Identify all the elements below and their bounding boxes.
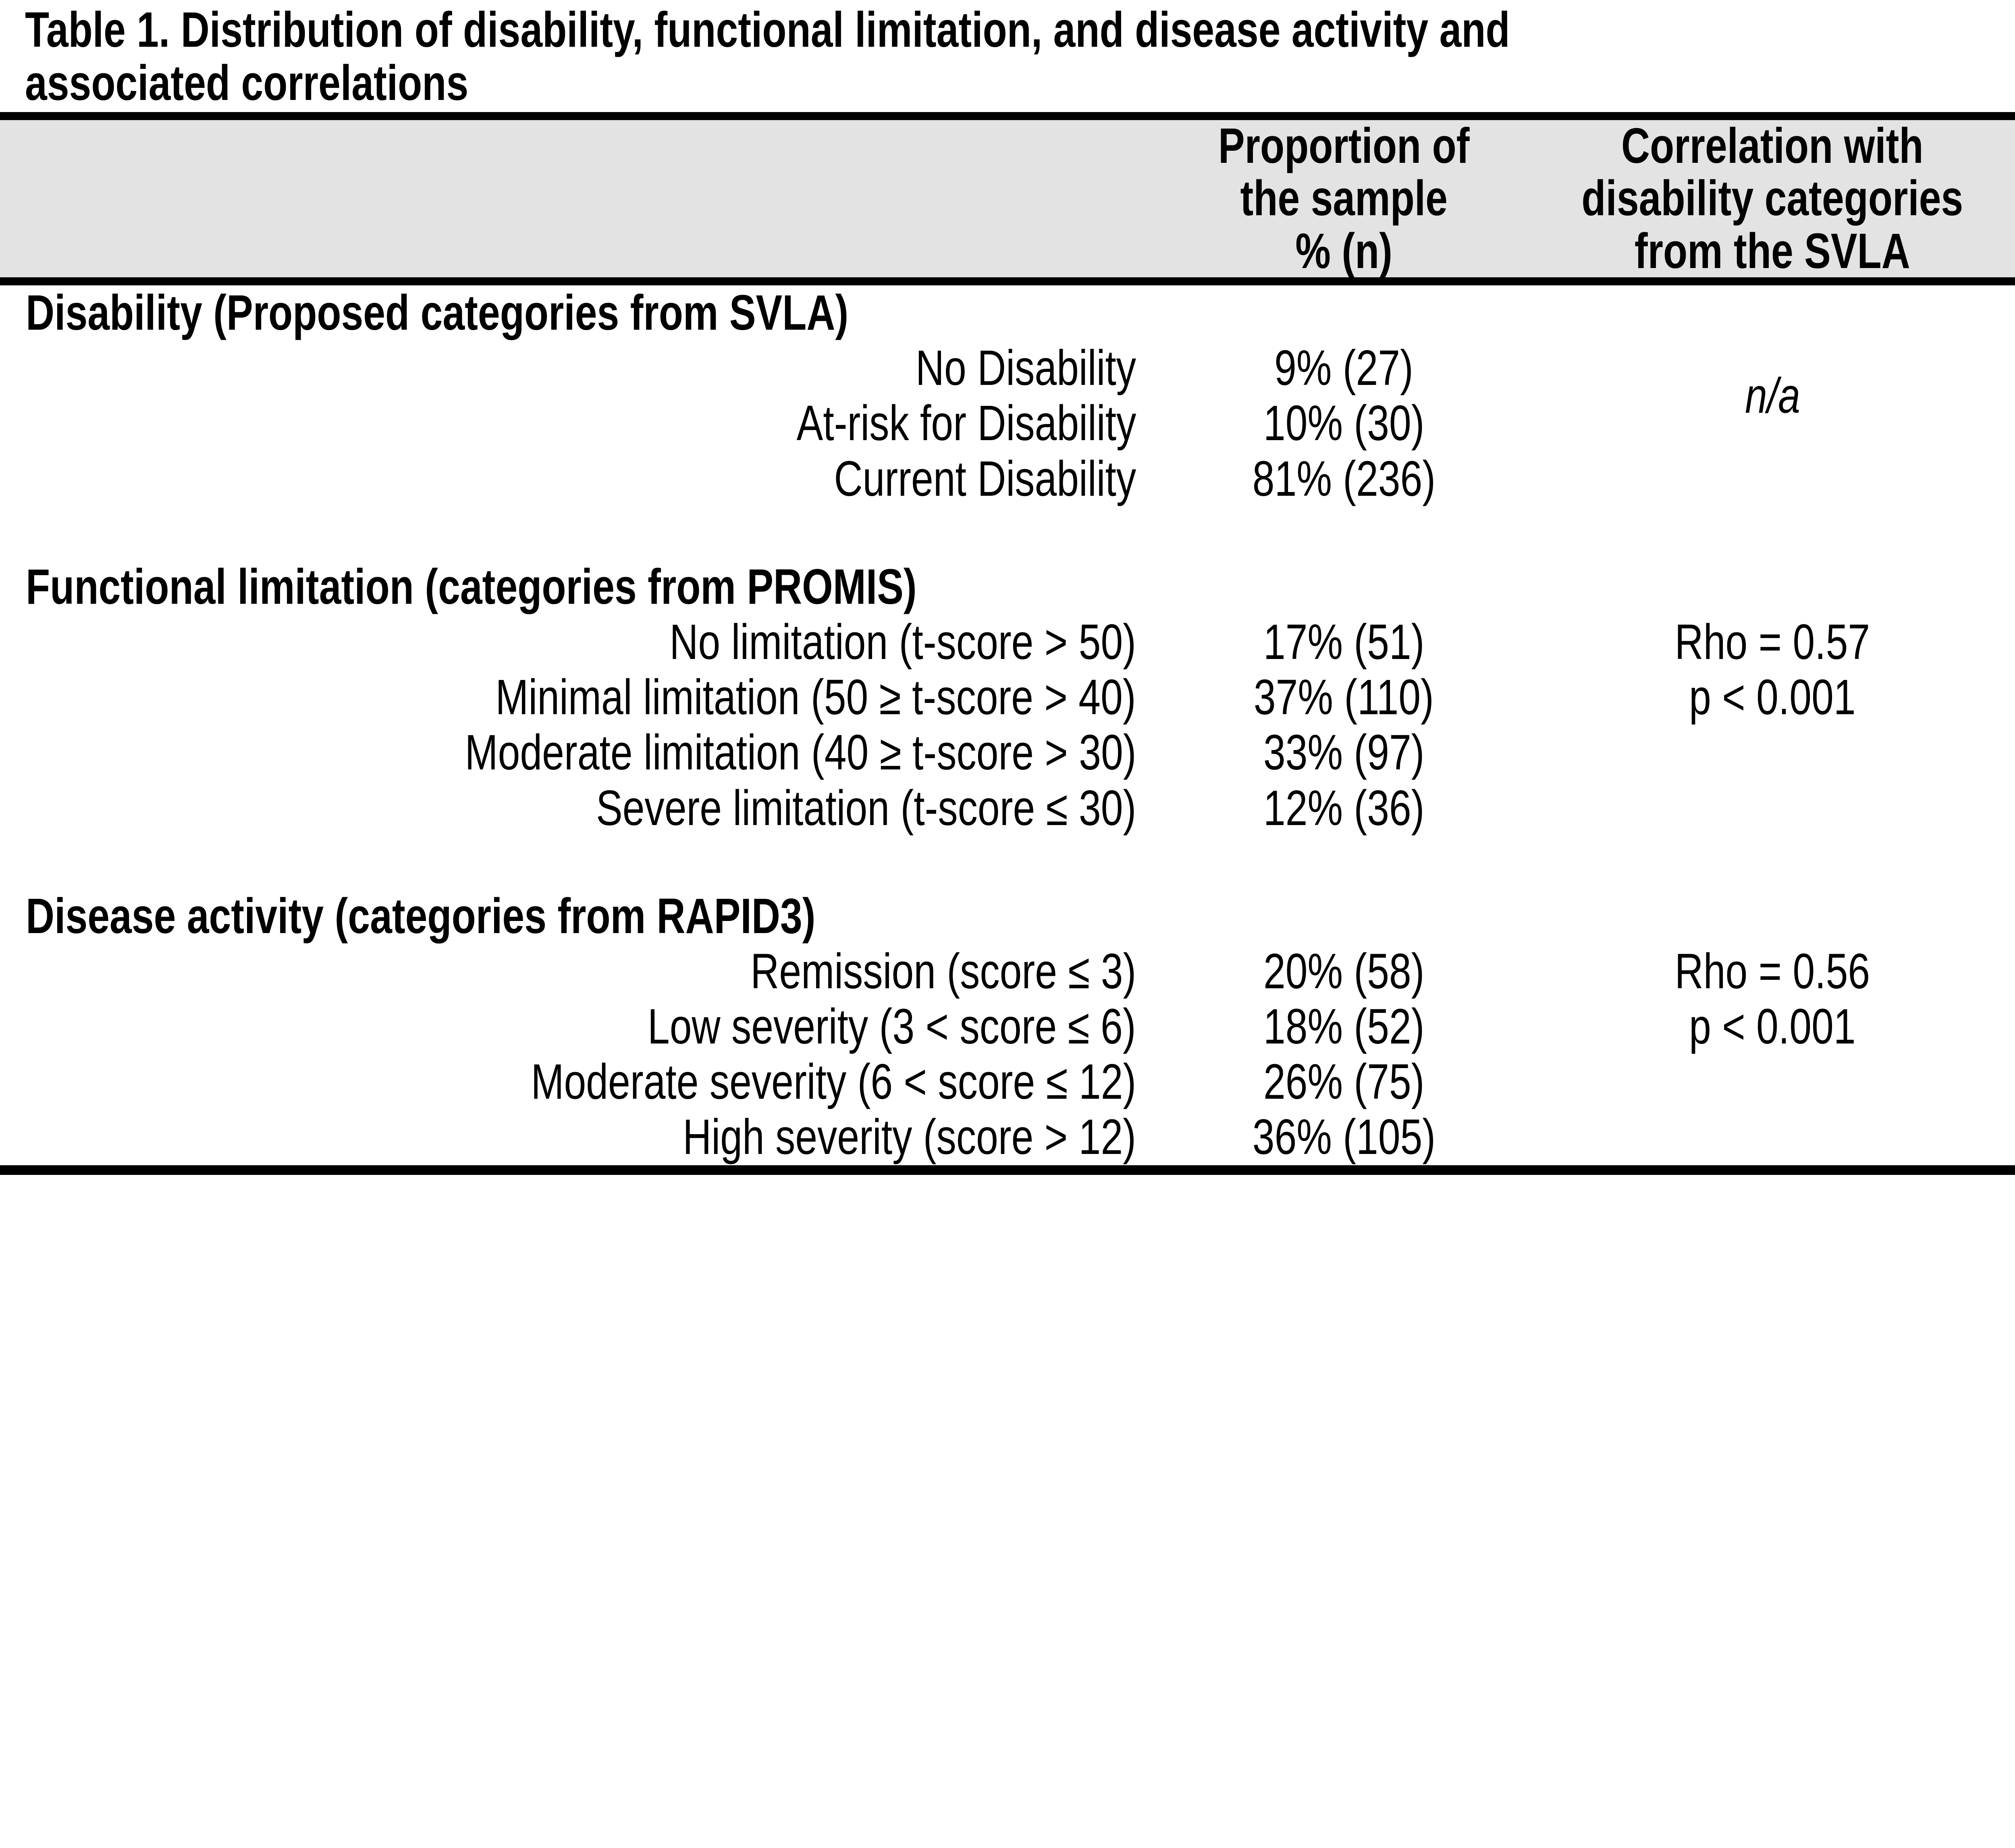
row-label: Low severity (3 < score ≤ 6) [648, 999, 1136, 1054]
section-header-disability-text: Disability (Proposed categories from SVL… [26, 285, 849, 341]
section-header-disease-activity: Disease activity (categories from RAPID3… [0, 889, 2015, 944]
row-value: 10% (30) [1263, 396, 1425, 451]
correlation-cell-functional-limitation: Rho = 0.57 p < 0.001 [1674, 614, 1870, 725]
correlation-cell-disease-activity: Rho = 0.56 p < 0.001 [1674, 944, 1870, 1054]
section-header-disability: Disability (Proposed categories from SVL… [0, 285, 2015, 341]
header-bottom-rule [0, 277, 2015, 285]
row-value: 17% (51) [1263, 614, 1425, 670]
column-header-proportion: Proportion of the sample % (n) [1158, 120, 1530, 278]
section-header-functional-limitation: Functional limitation (categories from P… [0, 559, 2015, 615]
header-spacer-cell [0, 120, 1158, 278]
row-value: 26% (75) [1263, 1054, 1425, 1110]
section-disability: Disability (Proposed categories from SVL… [0, 285, 2015, 507]
column-header-correlation: Correlation with disability categories f… [1530, 120, 2015, 278]
row-value: 36% (105) [1252, 1110, 1435, 1165]
bottom-margin [0, 1175, 2015, 1185]
column-header-correlation-text: Correlation with disability categories f… [1581, 118, 1963, 279]
row-value: 33% (97) [1263, 725, 1425, 781]
section-functional-limitation: Functional limitation (categories from P… [0, 559, 2015, 836]
row-value: 18% (52) [1263, 999, 1425, 1054]
row-label: At-risk for Disability [796, 396, 1136, 451]
section-disease-activity: Disease activity (categories from RAPID3… [0, 889, 2015, 1165]
row-value: 20% (58) [1263, 944, 1425, 999]
row-label: Moderate limitation (40 ≥ t-score > 30) [465, 725, 1136, 781]
table-1-document: Table 1. Distribution of disability, fun… [0, 0, 2015, 1185]
column-header-proportion-text: Proportion of the sample % (n) [1218, 118, 1470, 279]
section-header-disease-activity-text: Disease activity (categories from RAPID3… [26, 888, 816, 944]
table-title: Table 1. Distribution of disability, fun… [0, 0, 2015, 112]
section-header-functional-limitation-text: Functional limitation (categories from P… [26, 559, 917, 615]
row-label: Minimal limitation (50 ≥ t-score > 40) [495, 670, 1136, 725]
row-label: No Disability [915, 341, 1136, 396]
row-value: 9% (27) [1274, 341, 1414, 396]
row-value: 81% (236) [1252, 451, 1435, 507]
table-title-text: Table 1. Distribution of disability, fun… [25, 2, 1510, 111]
row-label: High severity (score > 12) [683, 1110, 1136, 1165]
header-top-rule [0, 112, 2015, 121]
table-bottom-rule [0, 1165, 2015, 1175]
correlation-cell-disability: n/a [1745, 368, 1800, 424]
row-label: Severe limitation (t-score ≤ 30) [596, 780, 1136, 836]
row-value: 37% (110) [1254, 670, 1434, 725]
column-header-row: Proportion of the sample % (n) Correlati… [0, 120, 2015, 278]
row-label: Current Disability [834, 451, 1136, 507]
row-label: Moderate severity (6 < score ≤ 12) [531, 1054, 1136, 1110]
row-label: Remission (score ≤ 3) [750, 944, 1136, 999]
row-label: No limitation (t-score > 50) [669, 614, 1136, 670]
row-value: 12% (36) [1263, 780, 1425, 836]
